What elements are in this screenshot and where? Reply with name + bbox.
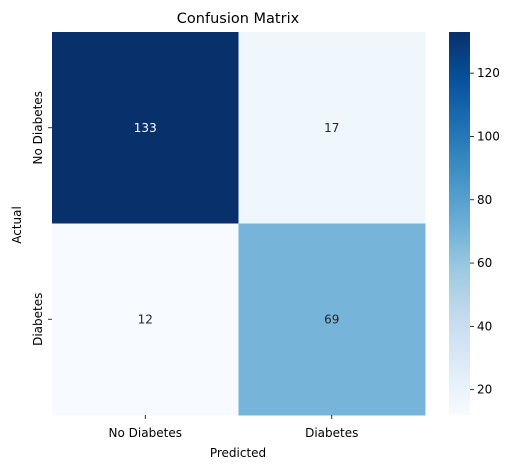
heatmap-cell bbox=[238, 223, 426, 416]
colorbar-tick-label: 120 bbox=[477, 66, 500, 80]
colorbar-ticks: 20 40 60 80 100 120 bbox=[470, 66, 500, 397]
x-axis-ticks: No Diabetes Diabetes bbox=[109, 415, 358, 440]
y-axis-label: Actual bbox=[10, 206, 24, 244]
y-axis-ticks: No Diabetes Diabetes bbox=[31, 91, 52, 346]
cell-value-label: 17 bbox=[324, 121, 339, 135]
cell-value-label: 133 bbox=[134, 121, 157, 135]
colorbar-tick-label: 60 bbox=[477, 256, 492, 270]
heatmap-cell bbox=[52, 223, 239, 416]
x-tick-label: Diabetes bbox=[305, 426, 358, 440]
colorbar bbox=[449, 32, 470, 415]
chart-title: Confusion Matrix bbox=[177, 11, 300, 27]
heatmap-cell bbox=[238, 32, 426, 224]
heatmap-cell bbox=[52, 32, 239, 224]
y-tick-label: No Diabetes bbox=[31, 91, 45, 164]
colorbar-tick-label: 20 bbox=[477, 383, 492, 397]
y-tick-label: Diabetes bbox=[31, 293, 45, 346]
colorbar-tick-label: 80 bbox=[477, 193, 492, 207]
colorbar-tick-label: 100 bbox=[477, 129, 500, 143]
colorbar-tick-label: 40 bbox=[477, 319, 492, 333]
cell-value-label: 69 bbox=[324, 312, 339, 326]
x-tick-label: No Diabetes bbox=[109, 426, 182, 440]
heatmap-cells: 133 17 12 69 bbox=[52, 32, 426, 416]
x-axis-label: Predicted bbox=[210, 446, 266, 460]
cell-value-label: 12 bbox=[138, 312, 153, 326]
